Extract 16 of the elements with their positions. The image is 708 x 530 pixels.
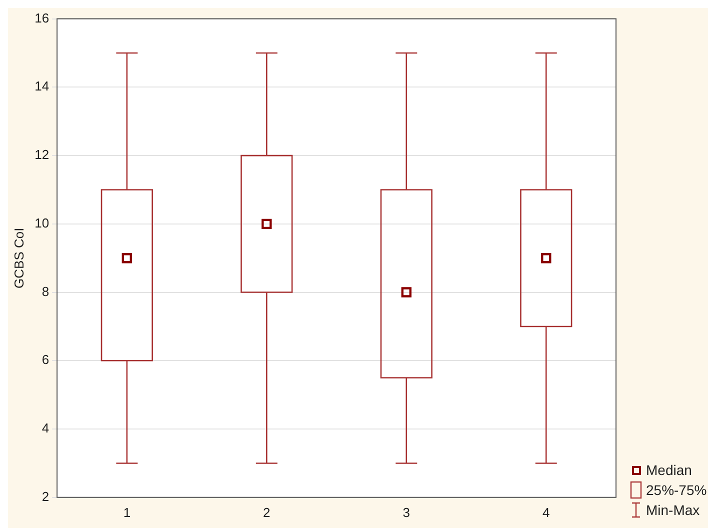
text: Min-Max: [646, 502, 700, 518]
y-tick-label: 4: [42, 420, 50, 436]
y-tick-label: 14: [34, 78, 50, 94]
y-tick-label: 6: [42, 352, 50, 368]
x-tick-label: 1: [123, 504, 131, 520]
y-tick-label: 16: [34, 10, 50, 26]
x-tick-label: 3: [402, 504, 410, 520]
text: Median: [646, 462, 692, 478]
y-tick-label: 12: [34, 147, 50, 162]
y-axis-title: GCBS CoI: [11, 228, 26, 288]
x-tick-label: 4: [542, 504, 550, 520]
y-tick-label: 2: [42, 488, 50, 504]
y-tick-label: 8: [42, 284, 50, 299]
x-tick-label: 2: [263, 504, 270, 520]
text: 25%-75%: [646, 482, 707, 498]
y-tick-label: 10: [34, 215, 50, 230]
